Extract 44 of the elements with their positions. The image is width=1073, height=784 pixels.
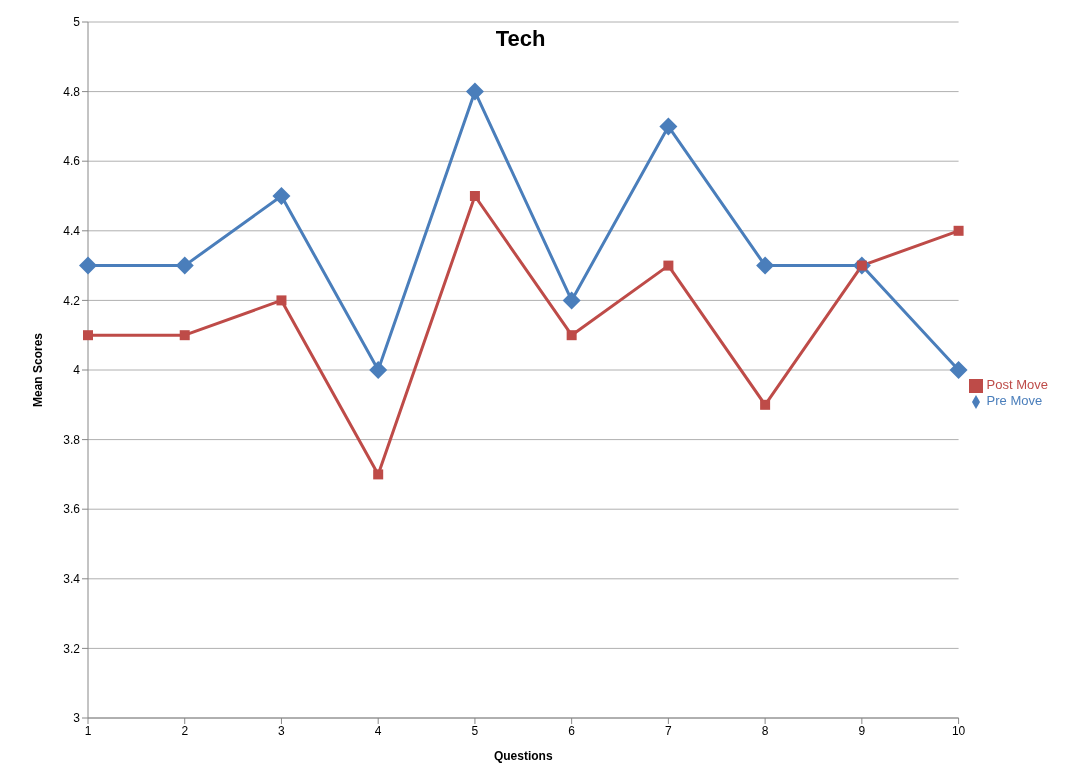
point bbox=[566, 330, 577, 341]
point bbox=[175, 256, 194, 275]
point bbox=[272, 187, 291, 205]
point bbox=[369, 361, 388, 379]
x-tick-label: 7 bbox=[665, 723, 673, 738]
x-axis-title: Questions bbox=[493, 749, 553, 763]
y-tick-label: 3.8 bbox=[63, 432, 81, 447]
point bbox=[760, 399, 771, 410]
x-tick-label: 2 bbox=[181, 723, 189, 738]
x-tick-label: 1 bbox=[84, 723, 92, 738]
point bbox=[562, 291, 581, 310]
x-tick-label: 9 bbox=[858, 723, 866, 738]
point bbox=[79, 256, 97, 275]
y-axis-title: Mean Scores bbox=[31, 332, 46, 408]
x-tick-label: 4 bbox=[374, 723, 382, 738]
point bbox=[373, 469, 384, 480]
point bbox=[953, 225, 964, 236]
y-tick-label: 3.4 bbox=[63, 572, 81, 587]
y-tick-label: 3 bbox=[73, 711, 81, 726]
point bbox=[276, 295, 287, 306]
y-tick-label: 3.2 bbox=[63, 641, 81, 656]
point bbox=[659, 117, 678, 136]
point bbox=[756, 256, 775, 275]
chart-title: Tech bbox=[494, 26, 547, 52]
point bbox=[179, 330, 190, 341]
y-tick-label: 5 bbox=[73, 15, 81, 30]
x-tick-label: 6 bbox=[568, 723, 576, 738]
point bbox=[469, 191, 480, 201]
y-tick-label: 4.6 bbox=[63, 154, 81, 169]
legend-label: Pre Move bbox=[986, 393, 1043, 408]
point bbox=[83, 330, 93, 341]
x-tick-label: 5 bbox=[471, 723, 479, 738]
point bbox=[949, 361, 968, 379]
y-tick-label: 4.4 bbox=[63, 224, 81, 239]
y-tick-label: 4.2 bbox=[63, 293, 81, 308]
y-tick-label: 4 bbox=[73, 363, 81, 378]
point bbox=[663, 260, 674, 271]
x-tick-label: 8 bbox=[761, 723, 769, 738]
x-tick-label: 3 bbox=[278, 723, 286, 738]
y-tick-label: 3.6 bbox=[63, 502, 81, 517]
point bbox=[465, 82, 484, 101]
legend-label: Post Move bbox=[986, 377, 1048, 393]
y-tick-label: 4.8 bbox=[63, 84, 81, 99]
x-tick-label: 10 bbox=[951, 723, 966, 738]
